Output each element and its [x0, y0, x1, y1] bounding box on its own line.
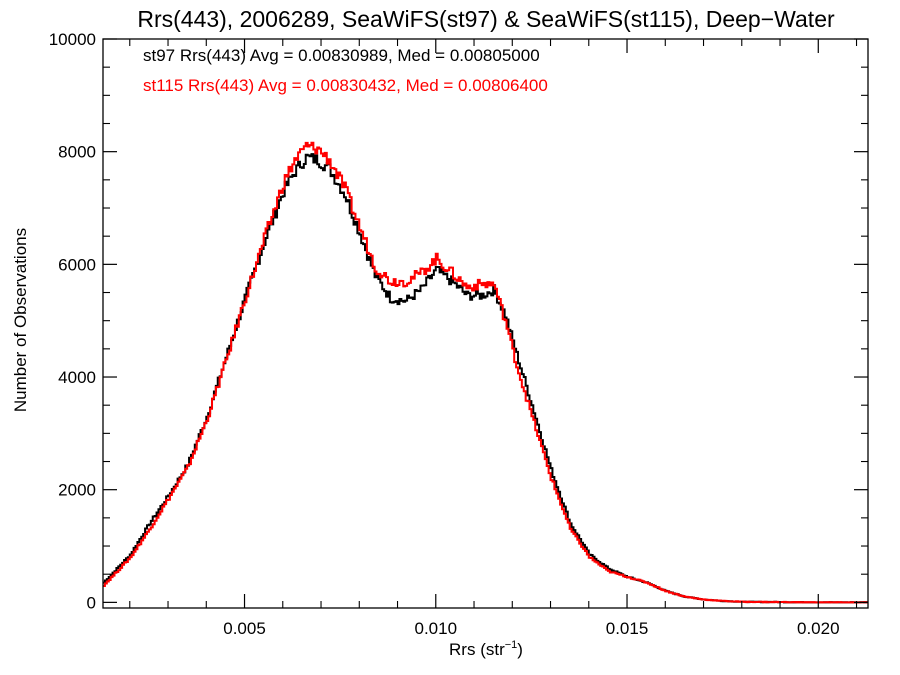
y-tick-label: 8000	[58, 143, 96, 162]
y-axis: 0 2000 4000 6000 8000 10000	[49, 30, 868, 612]
y-tick-label: 4000	[58, 368, 96, 387]
x-axis: 0.005 0.010 0.015 0.020	[129, 39, 858, 638]
y-tick-label: 6000	[58, 255, 96, 274]
chart-title: Rrs(443), 2006289, SeaWiFS(st97) & SeaWi…	[137, 6, 835, 32]
x-tick-label: 0.015	[606, 619, 649, 638]
series-line-0	[103, 153, 868, 604]
x-tick-label: 0.010	[415, 619, 458, 638]
x-axis-label-exponent: −1	[505, 639, 518, 651]
series-line-1	[103, 141, 868, 604]
annotation-st115: st115 Rrs(443) Avg = 0.00830432, Med = 0…	[143, 76, 548, 95]
y-axis-label: Number of Observations	[11, 228, 30, 412]
x-axis-label-main: Rrs (str	[449, 640, 505, 659]
y-tick-label: 0	[87, 593, 96, 612]
x-tick-label: 0.005	[223, 619, 266, 638]
plot-frame	[102, 38, 869, 609]
x-axis-label-close: )	[517, 640, 523, 659]
y-tick-label: 2000	[58, 481, 96, 500]
y-tick-label: 10000	[49, 30, 96, 49]
x-tick-label: 0.020	[797, 619, 840, 638]
series-layer	[103, 141, 868, 604]
annotation-st97: st97 Rrs(443) Avg = 0.00830989, Med = 0.…	[143, 46, 540, 65]
x-axis-label: Rrs (str−1)	[449, 639, 523, 659]
